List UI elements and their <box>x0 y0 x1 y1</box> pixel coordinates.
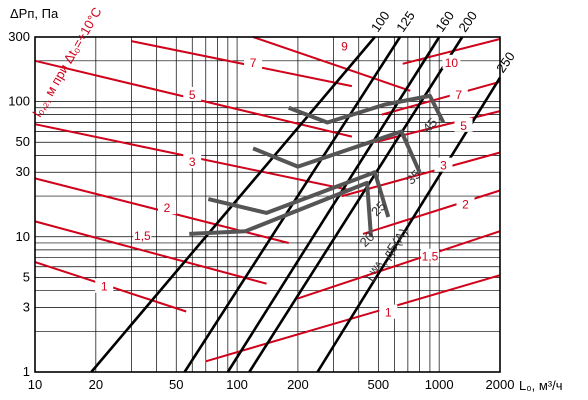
throw-label-9: 9 <box>341 40 348 54</box>
throw-label-5: 5 <box>460 119 467 133</box>
y-tick-label: 10 <box>16 229 30 244</box>
noise-line-25 <box>207 170 391 218</box>
throw-label-5: 5 <box>189 88 196 102</box>
y-tick-label: 3 <box>23 299 30 314</box>
throw-line-1 <box>205 274 501 363</box>
duct-label-125: 125 <box>393 8 418 34</box>
throw-label-bg <box>133 227 152 242</box>
throw-label-bg <box>456 196 475 211</box>
throw-line-7 <box>381 80 501 116</box>
throw-label-1: 1 <box>385 306 392 320</box>
y-tick-label: 100 <box>8 94 30 109</box>
y-tick-label: 50 <box>16 134 30 149</box>
noise-line-35 <box>252 129 422 174</box>
throw-label-1: 1 <box>101 280 108 294</box>
duct-line-160 <box>226 36 441 373</box>
throw-label-3: 3 <box>440 159 447 173</box>
x-tick-label: 20 <box>89 377 103 392</box>
throw-label-7: 7 <box>455 88 462 102</box>
throw-label-2: 2 <box>164 201 171 215</box>
plot-frame <box>34 36 501 373</box>
throw-label-bg <box>183 86 202 101</box>
x-tick-label: 100 <box>226 377 248 392</box>
throw-label-bg <box>449 86 468 101</box>
y-tick-label: 1 <box>23 364 30 379</box>
throw-label-bg <box>95 278 114 293</box>
throw-label-bg <box>158 200 177 215</box>
throw-line-5 <box>374 110 501 144</box>
throw-line-7 <box>131 40 353 88</box>
throw-label-3: 3 <box>189 155 196 169</box>
chart-labels: 10 20 50 100 200 500 1000 200013510305010030097… <box>8 8 518 392</box>
duct-label-100: 100 <box>368 8 393 34</box>
duct-label-250: 250 <box>493 49 518 75</box>
throw-line-10 <box>402 38 501 65</box>
throw-line-1,5 <box>297 230 501 300</box>
noise-line-20 <box>189 180 373 237</box>
noise-label-20: 20 <box>357 229 378 250</box>
throw-label-7: 7 <box>250 56 257 70</box>
x-tick-label: 10 <box>28 377 42 392</box>
y-tick-label: 30 <box>16 164 30 179</box>
throw-line-1,5 <box>34 220 267 285</box>
throw-label-bg <box>454 117 473 132</box>
noise-lines <box>189 93 446 237</box>
throw-label-1,5: 1,5 <box>422 250 439 264</box>
y-tick-label: 5 <box>23 269 30 284</box>
x-axis-title: L₀, м³/ч <box>519 378 563 393</box>
throw-label-10: 10 <box>445 56 459 70</box>
y-axis-title: ΔPп, Па <box>10 6 59 21</box>
x-tick-label: 1000 <box>425 377 454 392</box>
duct-size-lines <box>90 36 502 373</box>
y-tick-label: 300 <box>8 29 30 44</box>
throw-label-1,5: 1,5 <box>134 229 151 243</box>
noise-label-35: 35 <box>403 167 424 188</box>
throw-line-9 <box>252 36 411 92</box>
throw-label-bg <box>420 248 439 263</box>
throw-label-bg <box>434 157 453 172</box>
throw-label-bg <box>442 54 461 69</box>
x-tick-label: 50 <box>169 377 183 392</box>
throw-label-bg <box>379 304 398 319</box>
throw-label-bg <box>244 54 263 69</box>
throw-lines <box>34 36 501 363</box>
x-tick-label: 500 <box>367 377 389 392</box>
throw-label-2: 2 <box>462 198 469 212</box>
noise-line-45 <box>287 93 446 125</box>
noise-label-45: 45 <box>419 115 440 136</box>
x-tick-label: 200 <box>287 377 309 392</box>
x-tick-label: 2000 <box>486 377 515 392</box>
duct-label-160: 160 <box>432 8 457 34</box>
duct-label-200: 200 <box>455 8 480 34</box>
throw-label-bg <box>183 154 202 169</box>
duct-line-200 <box>248 36 464 373</box>
throw-label-bg <box>335 38 354 53</box>
throw-line-2 <box>362 189 501 235</box>
